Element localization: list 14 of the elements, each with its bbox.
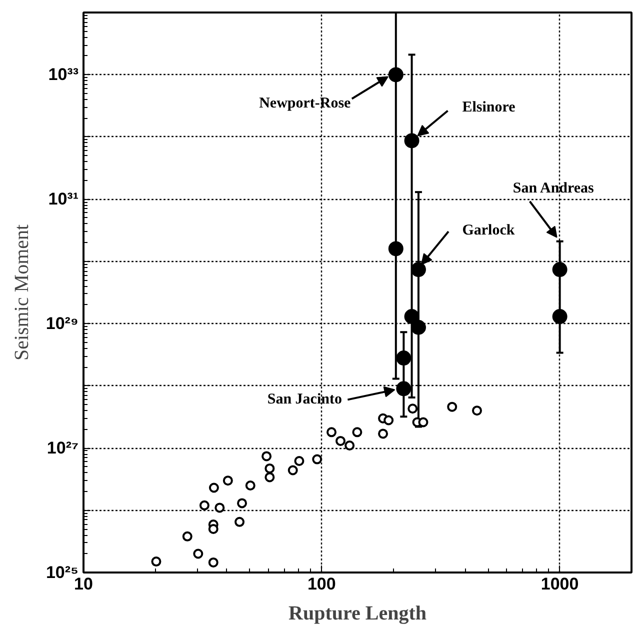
- annotation: Elsinore: [462, 100, 516, 116]
- annotation: Newport-Rose: [259, 96, 352, 112]
- x-tick-label: 100: [307, 574, 336, 594]
- annotation: San Jacinto: [267, 392, 342, 408]
- annotation: Garlock: [462, 222, 516, 239]
- y-axis-title: Seismic Moment: [10, 224, 33, 361]
- x-tick-label: 10: [74, 574, 93, 594]
- x-axis-title: Rupture Length: [288, 602, 427, 624]
- x-tick-label: 1000: [540, 574, 579, 594]
- annotation: San Andreas: [512, 180, 594, 196]
- y-tick-label: 10³³: [48, 65, 79, 84]
- y-tick-label: 10²⁹: [46, 314, 78, 334]
- y-tick-label: 10²⁷: [46, 438, 79, 458]
- y-tick-label: 10³¹: [48, 190, 79, 209]
